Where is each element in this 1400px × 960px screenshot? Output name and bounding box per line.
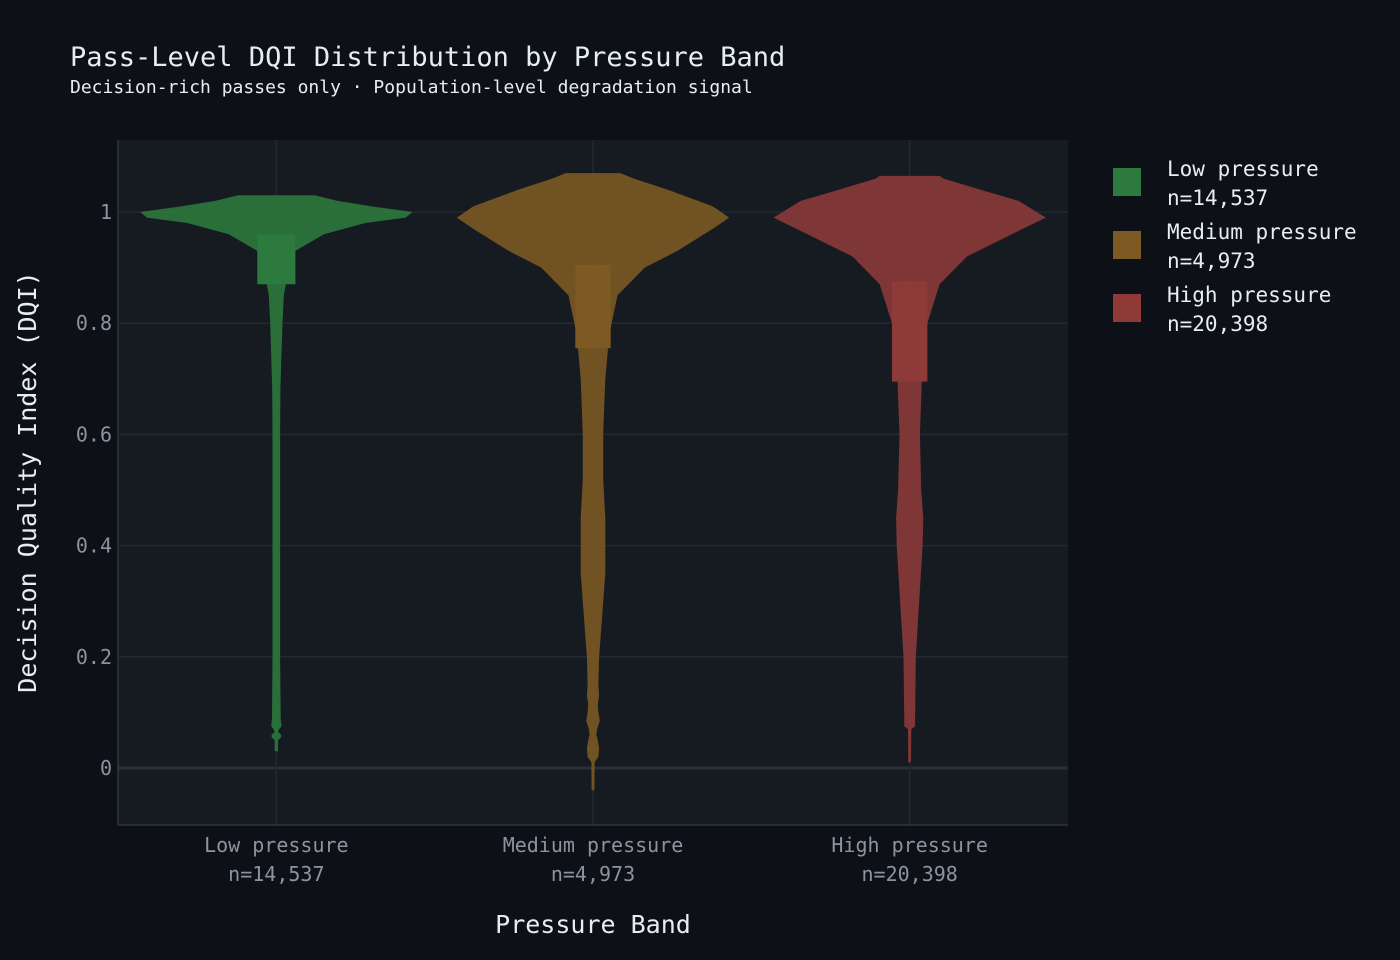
x-axis-title: Pressure Band <box>495 910 691 939</box>
legend: Low pressure n=14,537 Medium pressure n=4,9… <box>1113 157 1357 336</box>
legend-count: n=14,537 <box>1167 186 1268 210</box>
legend-count: n=20,398 <box>1167 312 1268 336</box>
violin-1 <box>140 195 413 752</box>
legend-swatch <box>1113 168 1141 196</box>
y-tick-label: 0.2 <box>76 645 112 669</box>
chart-subtitle: Decision‑rich passes only · Population‑l… <box>70 77 753 98</box>
y-tick-label: 0.6 <box>76 422 112 446</box>
y-tick-label: 1 <box>100 200 112 224</box>
legend-label: Medium pressure <box>1167 220 1357 244</box>
x-tick-count-label: n=4,973 <box>551 862 635 886</box>
x-tick-label: High pressure <box>831 833 988 857</box>
x-tick-count-label: n=20,398 <box>862 862 958 886</box>
legend-swatch <box>1113 231 1141 259</box>
legend-label: Low pressure <box>1167 157 1319 181</box>
violin-2 <box>456 173 730 791</box>
y-axis-title: Decision Quality Index (DQI) <box>13 271 42 692</box>
legend-count: n=4,973 <box>1167 249 1256 273</box>
y-tick-label: 0.8 <box>76 311 112 335</box>
legend-swatch <box>1113 294 1141 322</box>
violin-layer <box>140 173 1046 791</box>
violin-box-2 <box>575 264 611 349</box>
violin-box-1 <box>257 234 296 285</box>
x-tick-label: Medium pressure <box>503 833 684 857</box>
x-tick-count-label: n=14,537 <box>228 862 324 886</box>
y-tick-label: 0 <box>100 756 112 780</box>
axes: 0 0.2 0.4 0.6 0.8 1 Low pressure n=14,537 Medium… <box>76 140 1068 886</box>
legend-label: High pressure <box>1167 283 1331 307</box>
violin-3 <box>773 175 1046 763</box>
x-tick-label: Low pressure <box>204 833 349 857</box>
y-tick-label: 0.4 <box>76 534 112 558</box>
chart-title: Pass‑Level DQI Distribution by Pressure … <box>70 42 786 73</box>
violin-box-3 <box>891 281 928 382</box>
